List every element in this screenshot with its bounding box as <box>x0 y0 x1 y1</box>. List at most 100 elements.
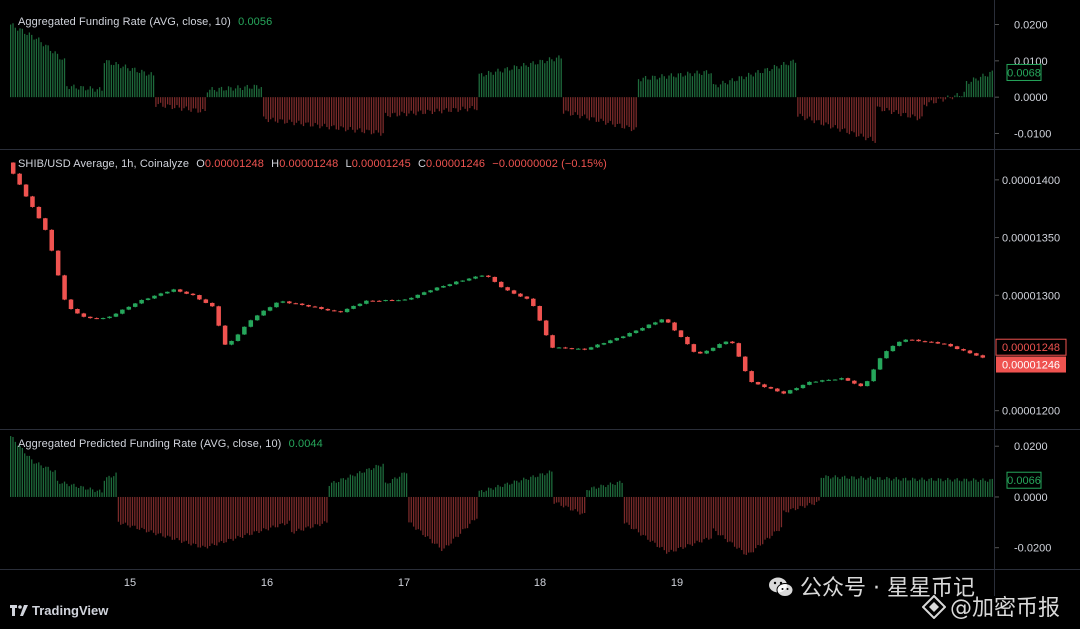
funding-bar <box>944 97 947 100</box>
candle-body <box>473 276 478 279</box>
candle-body <box>62 275 67 300</box>
candle-body <box>389 300 395 302</box>
candle-body <box>68 299 74 310</box>
predicted-bar <box>494 487 497 497</box>
predicted-bar <box>438 496 441 548</box>
funding-bar <box>675 77 677 98</box>
predicted-bar <box>209 496 211 546</box>
predicted-bar <box>281 496 284 524</box>
predicted-bar <box>206 496 209 549</box>
funding-bar <box>129 70 131 98</box>
predicted-bar <box>855 479 858 497</box>
candle-body <box>877 358 883 370</box>
funding-bar <box>904 97 907 113</box>
predicted-bar <box>66 483 68 497</box>
candle-body <box>852 380 857 384</box>
predicted-bar <box>651 496 654 541</box>
predicted-bar <box>312 496 314 528</box>
predicted-bar <box>265 496 267 530</box>
predicted-bar <box>919 479 921 497</box>
high-label: H <box>271 158 280 170</box>
funding-bar <box>33 39 35 98</box>
predicted-bar <box>595 488 598 497</box>
funding-bar <box>277 97 279 123</box>
funding-bar <box>626 97 628 126</box>
funding-bar <box>206 92 209 98</box>
candle-body <box>909 339 915 341</box>
candle-body <box>543 320 549 336</box>
funding-bar <box>302 97 305 127</box>
funding-bar <box>532 61 534 98</box>
predicted-bar <box>511 483 513 497</box>
funding-bar <box>619 97 621 124</box>
funding-bar <box>635 97 637 128</box>
predicted-bar <box>619 480 621 497</box>
predicted-bar <box>84 489 87 497</box>
predicted-bar <box>808 496 811 503</box>
open-label: O <box>196 158 205 170</box>
predicted-bar <box>108 475 110 497</box>
predicted-bar <box>260 496 262 532</box>
predicted-bar <box>17 445 19 497</box>
predicted-bar <box>567 496 569 507</box>
funding-bar <box>265 97 267 120</box>
predicted-bar <box>237 496 239 536</box>
predicted-bar <box>61 483 63 497</box>
candle-body <box>505 287 510 291</box>
funding-bar <box>544 63 546 98</box>
candle-body <box>954 346 960 350</box>
candle-body <box>312 306 318 308</box>
funding-bar <box>858 97 860 137</box>
funding-bar <box>703 71 705 98</box>
funding-bar <box>68 89 70 98</box>
funding-bar <box>246 84 248 98</box>
funding-bar <box>398 97 401 116</box>
predicted-bar <box>445 496 448 546</box>
open-value: 0.00001248 <box>204 158 264 170</box>
funding-bar <box>340 97 342 127</box>
funding-bar <box>345 97 347 132</box>
predicted-bar <box>986 481 989 497</box>
predicted-bar <box>890 480 893 497</box>
predicted-bar <box>862 477 865 497</box>
predicted-bar <box>138 496 141 530</box>
predicted-bar <box>513 480 516 497</box>
funding-bar <box>551 59 553 98</box>
funding-bar <box>801 97 804 117</box>
funding-bar <box>415 97 417 116</box>
funding-bar <box>256 85 258 98</box>
predicted-bar <box>893 478 895 497</box>
funding-bar <box>696 70 698 98</box>
funding-bar <box>822 97 825 126</box>
funding-bar <box>476 97 478 111</box>
funding-bar <box>811 97 813 121</box>
funding-bar <box>204 97 206 112</box>
predicted-bar <box>96 490 98 497</box>
funding-bar <box>656 79 658 98</box>
predicted-bar <box>403 472 405 497</box>
funding-bar <box>195 97 197 109</box>
funding-bar <box>77 89 80 98</box>
predicted-bar <box>773 496 776 532</box>
funding-bar <box>565 97 567 111</box>
candle-body <box>10 162 16 174</box>
funding-bar <box>492 74 494 98</box>
predicted-bar <box>295 496 298 532</box>
funding-bar <box>628 97 630 127</box>
predicted-bar <box>24 453 26 497</box>
predicted-bar <box>267 496 270 531</box>
predicted-bar <box>157 496 159 534</box>
funding-bar <box>921 97 923 117</box>
funding-bar <box>651 75 654 98</box>
funding-bar <box>389 97 391 118</box>
predicted-bar <box>778 496 780 532</box>
funding-value-badge <box>1006 63 1042 81</box>
funding-bar <box>644 76 647 98</box>
funding-bar <box>239 87 241 98</box>
funding-bar <box>502 72 504 98</box>
tradingview-logo[interactable]: TradingView <box>10 603 108 618</box>
predicted-bar <box>516 480 518 497</box>
funding-bar <box>405 97 408 117</box>
candle-body <box>781 391 786 394</box>
